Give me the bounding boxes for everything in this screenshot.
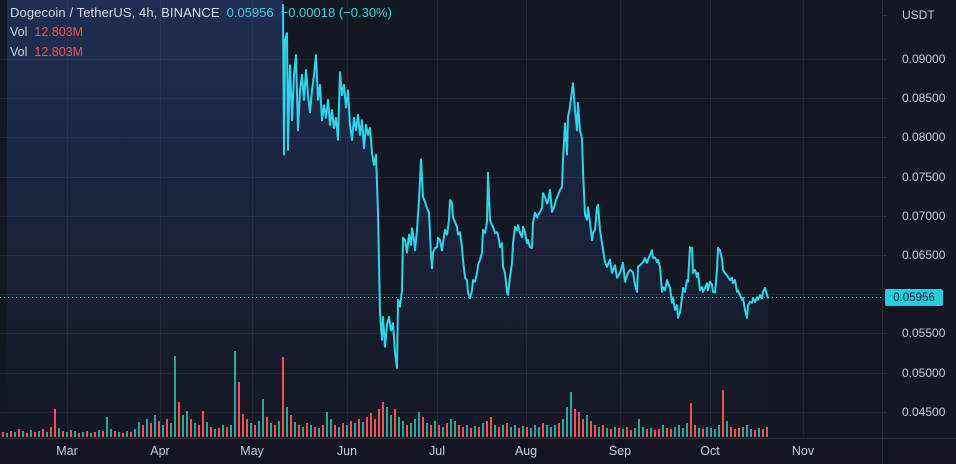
- time-axis-label: Mar: [56, 444, 78, 458]
- price-axis-label: 0.08000: [902, 130, 946, 144]
- time-axis[interactable]: Mar Apr May Jun Jul Aug Sep Oct Nov: [56, 444, 815, 458]
- volume-label: Vol: [10, 25, 28, 39]
- time-axis-background: [0, 438, 956, 464]
- time-axis-label: Oct: [700, 444, 720, 458]
- last-price: 0.05956: [226, 5, 274, 20]
- time-axis-label: Apr: [150, 444, 169, 458]
- price-axis-label: 0.08500: [902, 91, 946, 105]
- area-fill: [283, 4, 768, 438]
- price-axis-label: 0.05000: [902, 366, 946, 380]
- price-axis-label: 0.05500: [902, 326, 946, 340]
- legend: Dogecoin / TetherUS, 4h, BINANCE 0.05956…: [10, 6, 392, 65]
- time-axis-label: May: [240, 444, 264, 458]
- volume-value: 12.803M: [34, 25, 84, 39]
- price-axis-label: 0.07500: [902, 170, 946, 184]
- volume-row-2[interactable]: Vol 12.803M: [10, 44, 392, 59]
- volume-value: 12.803M: [34, 44, 84, 59]
- price-axis-label: 0.06500: [902, 248, 946, 262]
- time-axis-label: Jun: [337, 444, 357, 458]
- symbol-title: Dogecoin / TetherUS, 4h, BINANCE: [10, 5, 220, 20]
- price-axis-label: 0.07000: [902, 209, 946, 223]
- volume-bars: [2, 351, 768, 437]
- price-axis-label: USDT: [902, 8, 935, 22]
- time-axis-label: Jul: [429, 444, 445, 458]
- last-price-badge: 0.05956: [885, 289, 943, 306]
- volume-row-1[interactable]: Vol 12.803M: [10, 26, 392, 39]
- volume-label: Vol: [10, 44, 28, 59]
- time-axis-label: Sep: [609, 444, 631, 458]
- legend-symbol-row[interactable]: Dogecoin / TetherUS, 4h, BINANCE 0.05956…: [10, 6, 392, 19]
- price-axis-label: 0.09000: [902, 52, 946, 66]
- price-axis[interactable]: USDT 0.09000 0.08500 0.08000 0.07500 0.07000 0…: [882, 8, 946, 419]
- price-line: [282, 3, 769, 369]
- price-change: −0.00018 (−0.30%): [280, 5, 392, 20]
- time-axis-label: Aug: [515, 444, 537, 458]
- price-axis-label: 0.04500: [902, 405, 946, 419]
- area-fill-predata: [7, 0, 283, 437]
- time-axis-label: Nov: [792, 444, 815, 458]
